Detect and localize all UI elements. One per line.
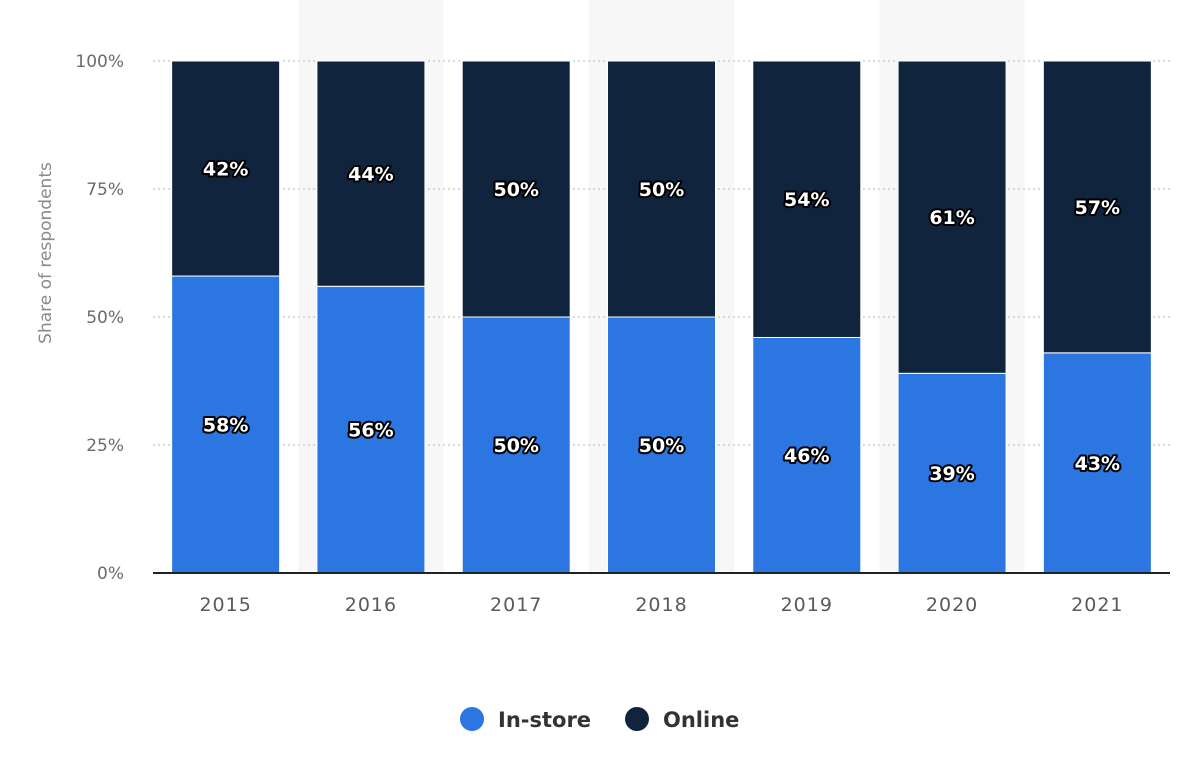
- x-tick-label: 2020: [926, 594, 978, 616]
- bar-online-2016: [316, 60, 426, 287]
- x-tick-label: 2018: [635, 594, 687, 616]
- data-label-in-store-2017: 50%: [493, 435, 538, 457]
- bar-in-store-2015: [171, 275, 281, 574]
- data-label-online-2020: 61%: [929, 207, 974, 229]
- legend: In-store Online: [460, 707, 739, 732]
- data-label-in-store-2021: 43%: [1075, 453, 1120, 475]
- legend-item-in-store[interactable]: In-store: [460, 707, 591, 732]
- bar-in-store-2020: [897, 372, 1007, 574]
- x-tick-label: 2019: [781, 594, 833, 616]
- data-labels-group: 58% 42% 56% 44% 50% 50% 50% 50% 46% 54% 39% 61% 43% 5…: [201, 157, 1122, 488]
- x-tick-label: 2015: [199, 594, 251, 616]
- y-tick-label: 0%: [97, 564, 124, 584]
- axes: 0% 25% 50% 75% 100% Share of respondents 2015 2…: [36, 52, 1170, 616]
- bar-online-2020: [897, 60, 1007, 374]
- data-label-online-2018: 50%: [639, 179, 684, 201]
- legend-label: In-store: [498, 708, 591, 732]
- x-tick-label: 2016: [345, 594, 397, 616]
- y-tick-label: 100%: [75, 52, 124, 72]
- bar-in-store-2019: [752, 336, 862, 574]
- legend-label: Online: [663, 708, 739, 732]
- legend-swatch: [625, 707, 649, 731]
- bar-online-2018: [607, 60, 716, 318]
- y-axis-label: Share of respondents: [36, 162, 56, 344]
- legend-item-online[interactable]: Online: [625, 707, 739, 732]
- y-tick-label: 75%: [86, 180, 124, 200]
- data-label-in-store-2020: 39%: [929, 463, 974, 485]
- bars-group: [171, 60, 1152, 574]
- y-tick-label: 50%: [86, 308, 124, 328]
- data-label-online-2015: 42%: [203, 159, 248, 181]
- data-label-online-2021: 57%: [1075, 197, 1120, 219]
- x-tick-label: 2017: [490, 594, 542, 616]
- legend-swatch: [460, 707, 484, 731]
- data-label-in-store-2018: 50%: [639, 435, 684, 457]
- data-label-in-store-2016: 56%: [348, 420, 393, 442]
- x-tick-label: 2021: [1071, 594, 1123, 616]
- bar-online-2019: [752, 60, 862, 338]
- bar-online-2015: [171, 60, 281, 277]
- data-label-online-2017: 50%: [493, 179, 538, 201]
- y-tick-label: 25%: [86, 436, 124, 456]
- bar-in-store-2021: [1042, 352, 1152, 574]
- data-label-online-2019: 54%: [784, 189, 829, 211]
- data-label-in-store-2019: 46%: [784, 445, 829, 467]
- bar-online-2021: [1042, 60, 1152, 354]
- data-label-in-store-2015: 58%: [203, 415, 248, 437]
- bar-online-2017: [461, 60, 571, 318]
- data-label-online-2016: 44%: [348, 164, 393, 186]
